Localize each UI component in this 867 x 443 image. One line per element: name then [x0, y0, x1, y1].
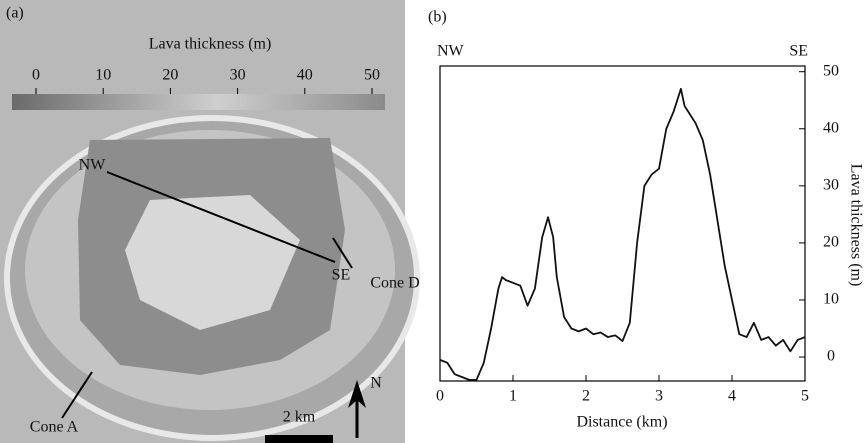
colorbar-tick-label: 10 — [95, 67, 111, 84]
thin-lava — [125, 195, 300, 330]
cone-arrow — [332, 237, 353, 269]
colorbar-tick-label: 20 — [162, 67, 178, 84]
cone-label: Cone D — [370, 275, 419, 292]
y-tick-label: 10 — [823, 291, 839, 308]
annotation: NW — [437, 43, 465, 60]
y-tick-label: 20 — [823, 234, 839, 251]
profile-start: NW — [79, 157, 107, 174]
x-tick-label: 1 — [509, 388, 517, 405]
colorbar-tick-label: 30 — [230, 67, 246, 84]
annotation: SE — [789, 43, 808, 60]
y-axis-label: Lava thickness (m) — [847, 164, 864, 287]
x-tick-label: 5 — [801, 388, 809, 405]
y-tick-label: 50 — [823, 62, 839, 79]
colorbar-tick-label: 0 — [32, 67, 40, 84]
colorbar-tick-label: 50 — [364, 67, 380, 84]
panel-label: (b) — [428, 9, 447, 26]
y-tick-label: 40 — [823, 119, 839, 136]
line-chart: (b) NW SE Distance (km) Lava thickness (… — [428, 9, 864, 431]
x-tick-label: 3 — [655, 388, 663, 405]
cone-arrow — [61, 371, 93, 419]
panel-label: (a) — [6, 5, 24, 22]
colorbar — [12, 94, 385, 110]
scale-label: 2 km — [283, 409, 316, 426]
profile-line — [106, 171, 336, 263]
colorbar-label: Lava thickness (m) — [149, 36, 272, 53]
cone-label: Cone A — [30, 419, 79, 436]
scale-bar — [265, 435, 333, 443]
y-tick-label: 30 — [823, 177, 839, 194]
colorbar-tick-label: 40 — [297, 67, 313, 84]
x-tick-label: 0 — [436, 388, 444, 405]
data-line — [439, 87, 806, 381]
x-axis-label: Distance (km) — [576, 414, 667, 431]
x-tick-label: 4 — [728, 388, 736, 405]
profile-end: SE — [332, 267, 351, 284]
x-tick-label: 2 — [582, 388, 590, 405]
plot-frame — [439, 65, 806, 382]
north-arrow — [348, 380, 366, 408]
map-panel: (a) Lava thickness (m) 0 10 20 30 40 50 NW SE… — [0, 0, 420, 443]
y-tick-label: 0 — [827, 348, 835, 365]
north-label: N — [370, 375, 382, 392]
